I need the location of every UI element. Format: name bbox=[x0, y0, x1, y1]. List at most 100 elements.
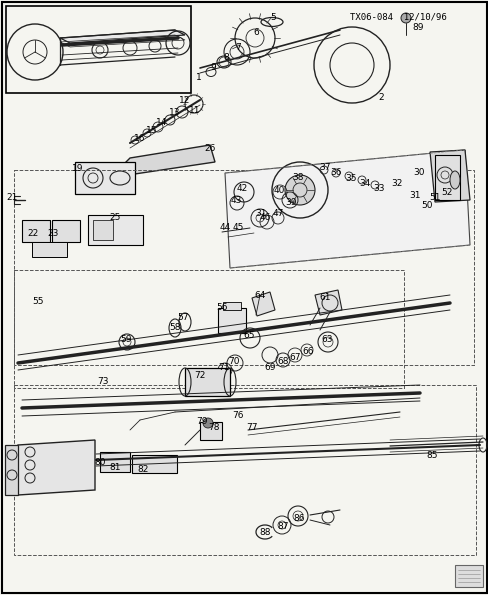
Text: 55: 55 bbox=[32, 298, 43, 306]
Text: 87: 87 bbox=[277, 522, 288, 531]
Bar bbox=[22, 220, 50, 242]
Polygon shape bbox=[224, 150, 469, 268]
Bar bbox=[88, 215, 142, 245]
Bar bbox=[6, 6, 191, 93]
Text: 63: 63 bbox=[321, 336, 332, 345]
Bar bbox=[52, 220, 80, 242]
Circle shape bbox=[203, 418, 213, 428]
Text: 71: 71 bbox=[218, 364, 229, 372]
Text: 23: 23 bbox=[47, 228, 59, 237]
Bar bbox=[75, 162, 135, 194]
Text: 38: 38 bbox=[292, 173, 303, 181]
Text: 79: 79 bbox=[196, 418, 207, 427]
Text: 35: 35 bbox=[345, 174, 356, 183]
Text: 51: 51 bbox=[428, 193, 440, 202]
Text: 13: 13 bbox=[169, 108, 181, 117]
Text: 21: 21 bbox=[6, 193, 18, 202]
Text: 68: 68 bbox=[277, 358, 288, 367]
Text: 78: 78 bbox=[208, 424, 219, 433]
Text: 22: 22 bbox=[27, 228, 39, 237]
Text: 2: 2 bbox=[377, 92, 383, 102]
Text: 30: 30 bbox=[412, 168, 424, 177]
Bar bbox=[218, 308, 245, 333]
Text: 58: 58 bbox=[169, 324, 181, 333]
Polygon shape bbox=[314, 290, 341, 315]
Text: 73: 73 bbox=[97, 377, 108, 387]
Polygon shape bbox=[429, 150, 469, 202]
Text: 6: 6 bbox=[253, 27, 258, 36]
Text: 66: 66 bbox=[302, 347, 313, 356]
Bar bbox=[223, 302, 241, 310]
Text: TX06-084  12/10/96: TX06-084 12/10/96 bbox=[349, 12, 446, 21]
Circle shape bbox=[400, 13, 410, 23]
Text: 86: 86 bbox=[293, 515, 304, 524]
Text: 89: 89 bbox=[411, 23, 423, 32]
Text: 46: 46 bbox=[259, 214, 270, 223]
Text: 44: 44 bbox=[219, 224, 230, 233]
Text: 25: 25 bbox=[109, 214, 121, 223]
Text: 65: 65 bbox=[243, 330, 254, 340]
Text: 88: 88 bbox=[259, 528, 270, 537]
Text: 47: 47 bbox=[272, 208, 283, 218]
Text: 34: 34 bbox=[359, 178, 370, 187]
Text: 81: 81 bbox=[109, 464, 121, 472]
Text: 7: 7 bbox=[235, 42, 241, 52]
Polygon shape bbox=[120, 145, 215, 175]
Text: 26: 26 bbox=[204, 143, 215, 152]
Bar bbox=[200, 422, 222, 440]
Text: 77: 77 bbox=[246, 424, 257, 433]
Bar bbox=[93, 220, 113, 240]
Text: 59: 59 bbox=[120, 336, 131, 345]
Text: 72: 72 bbox=[194, 371, 205, 380]
Text: 9: 9 bbox=[210, 62, 215, 71]
Bar bbox=[32, 242, 67, 257]
Text: 69: 69 bbox=[264, 364, 275, 372]
Text: 8: 8 bbox=[223, 52, 228, 61]
Text: 36: 36 bbox=[329, 168, 341, 177]
Text: 45: 45 bbox=[232, 224, 243, 233]
Ellipse shape bbox=[449, 171, 459, 189]
Text: 57: 57 bbox=[177, 314, 188, 322]
Text: 31: 31 bbox=[408, 190, 420, 199]
Text: 61: 61 bbox=[319, 293, 330, 302]
Text: 31: 31 bbox=[255, 208, 266, 218]
Circle shape bbox=[285, 175, 314, 205]
Text: 33: 33 bbox=[372, 183, 384, 193]
Bar bbox=[14, 270, 403, 388]
Text: 70: 70 bbox=[228, 358, 239, 367]
Polygon shape bbox=[251, 292, 274, 316]
Text: 37: 37 bbox=[319, 162, 330, 171]
Bar bbox=[434, 155, 459, 200]
Text: 50: 50 bbox=[420, 201, 432, 209]
Text: 64: 64 bbox=[254, 290, 265, 299]
Text: 39: 39 bbox=[285, 198, 296, 206]
Bar bbox=[14, 385, 475, 555]
Bar bbox=[454, 565, 482, 587]
Text: 40: 40 bbox=[273, 186, 284, 195]
Text: 19: 19 bbox=[72, 164, 83, 173]
Text: 80: 80 bbox=[94, 459, 105, 468]
Text: 52: 52 bbox=[440, 187, 452, 196]
Text: 15: 15 bbox=[146, 126, 158, 134]
Text: 67: 67 bbox=[289, 352, 300, 362]
Text: 14: 14 bbox=[156, 117, 167, 127]
Text: 12: 12 bbox=[179, 96, 190, 105]
Text: 16: 16 bbox=[134, 133, 145, 142]
Text: 42: 42 bbox=[236, 183, 247, 193]
Polygon shape bbox=[18, 440, 95, 495]
Text: 76: 76 bbox=[232, 411, 243, 419]
Text: 43: 43 bbox=[230, 196, 241, 205]
Bar bbox=[132, 455, 177, 473]
Text: 32: 32 bbox=[390, 178, 402, 187]
Text: 1: 1 bbox=[196, 73, 202, 82]
Text: 5: 5 bbox=[269, 12, 275, 21]
Polygon shape bbox=[5, 445, 18, 495]
Bar bbox=[184, 368, 229, 396]
Text: 82: 82 bbox=[137, 465, 148, 474]
Text: 85: 85 bbox=[426, 452, 437, 461]
Polygon shape bbox=[60, 30, 184, 43]
Bar bbox=[14, 170, 473, 365]
Text: 11: 11 bbox=[189, 105, 201, 114]
Bar bbox=[100, 452, 130, 472]
Text: 56: 56 bbox=[216, 303, 227, 312]
